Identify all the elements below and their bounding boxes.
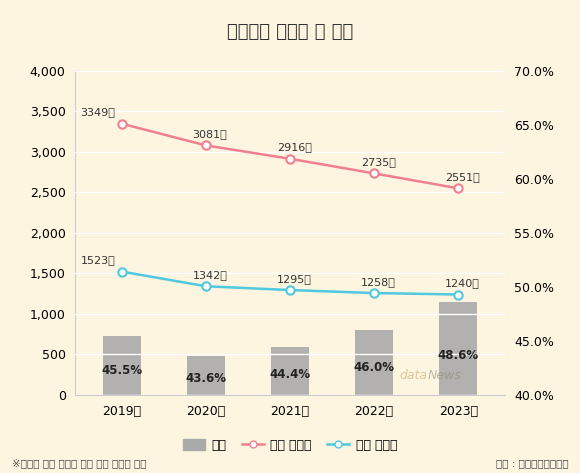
Text: 1295명: 1295명	[277, 274, 311, 284]
Text: 교통사고 사망자 수 추이: 교통사고 사망자 수 추이	[227, 23, 353, 41]
Text: 44.4%: 44.4%	[270, 368, 310, 382]
Text: 45.5%: 45.5%	[101, 364, 142, 377]
Legend: 비중, 전체 사망자, 고령 사망자: 비중, 전체 사망자, 고령 사망자	[178, 434, 402, 457]
Text: 1240명: 1240명	[445, 279, 480, 289]
Bar	[103, 335, 140, 395]
Text: 48.6%: 48.6%	[438, 350, 479, 362]
Text: 2551명: 2551명	[445, 172, 480, 182]
Text: 2735명: 2735명	[361, 157, 396, 167]
Bar	[440, 302, 477, 395]
Text: 1342명: 1342명	[193, 270, 227, 280]
Text: 43.6%: 43.6%	[186, 372, 226, 385]
Text: ※비중은 전체 사망자 대비 고령 사망자 비중: ※비중은 전체 사망자 대비 고령 사망자 비중	[12, 458, 146, 468]
Text: News: News	[427, 369, 461, 382]
Text: 46.0%: 46.0%	[354, 361, 394, 374]
Text: 자료 : 한국도로교통공단: 자료 : 한국도로교통공단	[496, 458, 568, 468]
Text: data: data	[400, 369, 427, 382]
Text: 1258명: 1258명	[361, 277, 396, 287]
Bar	[355, 330, 393, 395]
Text: 2916명: 2916명	[277, 142, 311, 152]
Text: 3081명: 3081명	[193, 129, 227, 139]
Bar	[187, 356, 225, 395]
Text: 3349명: 3349명	[81, 107, 115, 117]
Text: 1523명: 1523명	[81, 255, 115, 265]
Bar	[271, 348, 309, 395]
